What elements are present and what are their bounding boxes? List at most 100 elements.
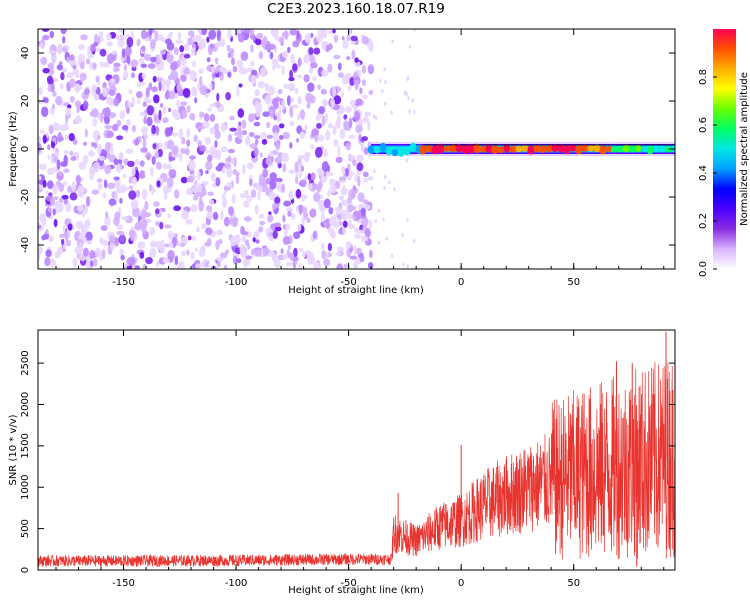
noise-speckle [205, 161, 213, 171]
noise-speckle [307, 183, 313, 190]
noise-speckle [66, 72, 74, 79]
noise-speckle [38, 42, 45, 48]
noise-speckle [96, 178, 103, 183]
noise-speckle [298, 263, 303, 269]
noise-speckle [134, 159, 140, 166]
noise-speckle [226, 167, 233, 178]
noise-speckle [205, 170, 209, 175]
noise-speckle [176, 100, 181, 109]
noise-speckle [42, 29, 50, 32]
noise-speckle [179, 45, 185, 53]
noise-speckle [321, 29, 328, 39]
noise-speckle [100, 61, 104, 68]
noise-speckle [303, 155, 310, 163]
snr-ytick-label: 2500 [20, 350, 31, 375]
noise-speckle [78, 161, 87, 170]
noise-speckle [209, 43, 215, 49]
noise-speckle [335, 156, 343, 163]
noise-speckle [254, 204, 259, 215]
noise-speckle [243, 216, 252, 222]
noise-speckle [69, 95, 75, 103]
signal-blob [461, 144, 469, 154]
noise-speckle [216, 30, 221, 42]
noise-speckle [97, 143, 102, 155]
noise-speckle [283, 200, 291, 207]
noise-speckle [132, 207, 140, 218]
noise-speckle [62, 46, 68, 53]
noise-speckle [151, 86, 158, 93]
noise-speckle [57, 132, 63, 143]
noise-speckle [266, 121, 271, 129]
noise-speckle [317, 134, 325, 142]
noise-speckle [128, 229, 136, 238]
snr-ytick-label: 1000 [20, 475, 31, 500]
noise-speckle [209, 113, 216, 122]
noise-speckle [309, 55, 316, 64]
noise-speckle [175, 39, 183, 45]
noise-speckle [214, 67, 219, 74]
signal-blob [437, 143, 445, 154]
noise-speckle [45, 249, 52, 258]
noise-speckle [71, 181, 76, 192]
noise-speckle [293, 247, 298, 257]
noise-speckle [243, 200, 250, 208]
noise-speckle [361, 94, 369, 100]
noise-speckle [279, 134, 284, 140]
noise-speckle [138, 58, 145, 64]
signal-blob [622, 144, 630, 153]
noise-speckle [38, 245, 43, 256]
signal-blob [575, 144, 583, 155]
signal-blob [473, 143, 481, 154]
noise-speckle [90, 260, 94, 267]
noise-speckle [155, 261, 160, 267]
spectrogram-ytick-label: 0 [20, 146, 31, 152]
noise-speckle [299, 131, 306, 139]
noise-speckle [237, 108, 245, 118]
noise-speckle [345, 106, 352, 113]
noise-speckle [343, 220, 348, 228]
noise-speckle [115, 185, 123, 194]
noise-speckle [262, 111, 270, 117]
noise-speckle [79, 188, 84, 195]
noise-speckle [58, 171, 63, 177]
noise-speckle [321, 212, 325, 223]
noise-speckle [181, 109, 188, 119]
noise-speckle [59, 233, 67, 238]
noise-speckle [46, 167, 55, 176]
noise-speckle [305, 92, 313, 103]
noise-speckle [270, 29, 275, 36]
noise-speckle [193, 134, 198, 142]
noise-speckle [321, 161, 329, 172]
noise-speckle [168, 156, 176, 161]
noise-speckle [121, 216, 129, 221]
noise-speckle [353, 245, 357, 256]
signal-blob [551, 144, 559, 153]
noise-speckle [274, 157, 283, 164]
signal-blob [557, 144, 565, 153]
noise-speckle [57, 43, 63, 53]
noise-speckle [161, 84, 166, 92]
noise-speckle [246, 162, 254, 170]
noise-speckle [354, 79, 360, 91]
noise-speckle [160, 59, 164, 71]
noise-speckle [282, 163, 287, 173]
noise-speckle [106, 130, 114, 138]
noise-speckle [55, 95, 63, 106]
noise-speckle [401, 233, 404, 238]
noise-speckle [286, 207, 294, 213]
noise-speckle [261, 138, 268, 145]
noise-speckle [236, 258, 242, 264]
noise-speckle [52, 208, 56, 216]
signal-blob [431, 145, 439, 155]
noise-speckle [89, 149, 94, 157]
noise-speckle [167, 230, 174, 240]
noise-speckle [107, 53, 115, 64]
noise-speckle [185, 188, 194, 196]
noise-speckle [69, 150, 74, 156]
noise-speckle [106, 41, 113, 47]
noise-speckle [65, 113, 69, 124]
noise-speckle [194, 97, 198, 104]
noise-speckle [142, 138, 147, 149]
noise-speckle [54, 251, 63, 256]
noise-speckle [361, 136, 368, 142]
